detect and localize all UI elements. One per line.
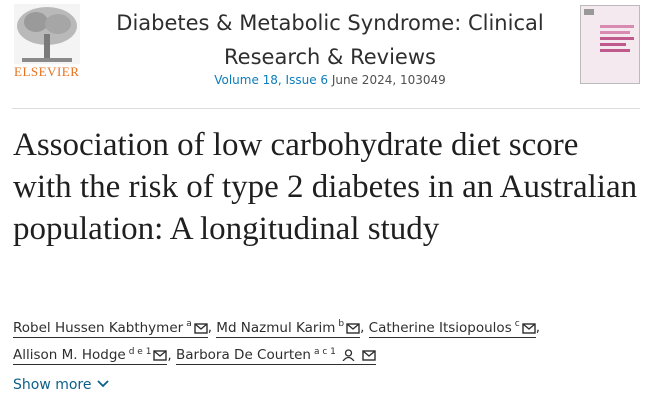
separator: , <box>535 319 540 336</box>
author-name[interactable]: Md Nazmul Karim <box>216 319 336 336</box>
date: June 2024, 103049 <box>331 73 446 87</box>
author[interactable]: Allison M. Hodge d e 1 <box>13 346 168 365</box>
email-icon[interactable] <box>194 322 208 334</box>
author[interactable]: Catherine Itsiopoulos c <box>368 319 536 338</box>
show-more-label[interactable]: Show more <box>13 377 92 393</box>
separator: , <box>360 319 365 336</box>
author[interactable]: Robel Hussen Kabthymer a <box>13 319 208 338</box>
separator: , <box>167 347 172 363</box>
author[interactable]: Md Nazmul Karim b <box>216 319 361 338</box>
separator: , <box>207 319 212 336</box>
affiliation: b <box>338 319 345 329</box>
affiliation: a <box>186 319 192 329</box>
email-icon[interactable] <box>346 322 360 334</box>
person-icon[interactable] <box>342 349 355 362</box>
author-name[interactable]: Barbora De Courten <box>176 347 311 363</box>
author-list: Robel Hussen Kabthymer a, Md Nazmul Karim… <box>13 312 613 367</box>
author[interactable]: Barbora De Courten a c 1 <box>176 346 376 365</box>
email-icon[interactable] <box>361 350 376 361</box>
divider <box>12 108 640 109</box>
author-name[interactable]: Catherine Itsiopoulos <box>368 319 512 336</box>
affiliation: c <box>514 319 520 329</box>
issue-info: Volume 18, Issue 6 June 2024, 103049 <box>112 73 548 87</box>
chevron <box>97 380 109 388</box>
volume-link[interactable]: Volume 18, Issue 6 <box>214 73 329 87</box>
article-title: Association of low carbohydrate diet sco… <box>13 127 638 247</box>
journal-cover[interactable] <box>580 5 640 84</box>
affiliation: a c 1 <box>313 346 336 357</box>
author-name[interactable]: Robel Hussen Kabthymer <box>13 319 184 336</box>
email-icon[interactable] <box>521 322 536 334</box>
publisher-name: ELSEVIER <box>14 64 80 79</box>
author-name[interactable]: Allison M. Hodge <box>13 347 126 363</box>
publisher-logo <box>14 4 80 64</box>
journal-title[interactable]: Diabetes & Metabolic Syndrome: Clinical … <box>116 11 544 69</box>
email-icon[interactable] <box>153 350 168 361</box>
affiliation: d e 1 <box>128 346 152 357</box>
show-more[interactable]: Show more <box>13 377 110 393</box>
